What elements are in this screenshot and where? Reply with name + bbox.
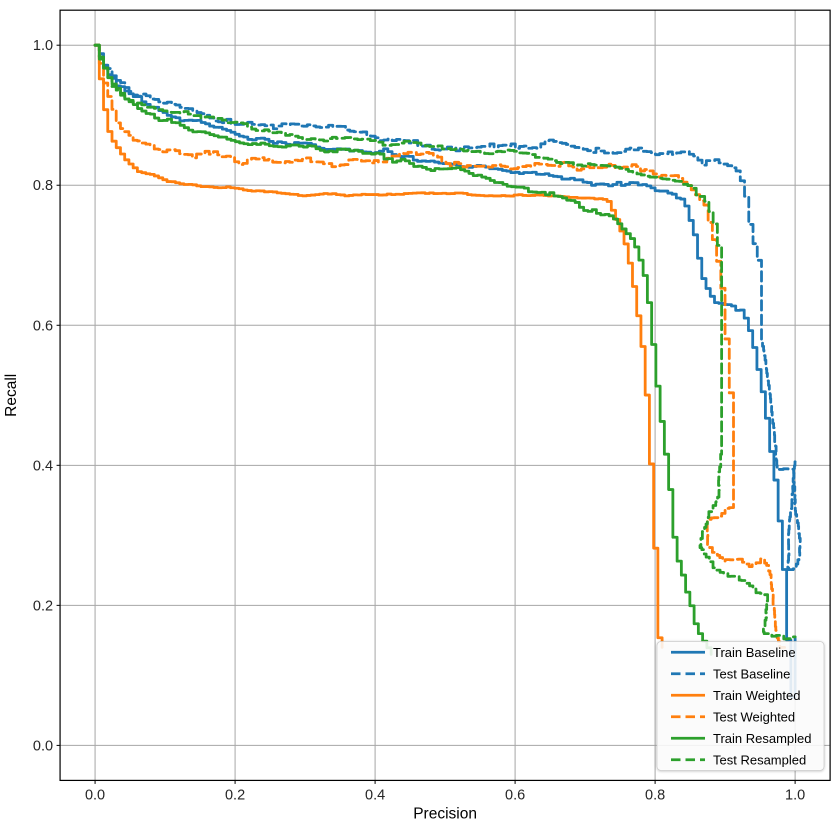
- svg-text:Recall: Recall: [3, 374, 20, 417]
- svg-text:0.0: 0.0: [33, 738, 53, 754]
- svg-text:Train Baseline: Train Baseline: [713, 645, 796, 660]
- svg-text:Test Weighted: Test Weighted: [713, 709, 795, 724]
- svg-text:1.0: 1.0: [785, 787, 805, 803]
- svg-text:0.6: 0.6: [505, 787, 525, 803]
- svg-text:0.2: 0.2: [33, 598, 53, 614]
- svg-text:Precision: Precision: [413, 805, 477, 822]
- svg-text:0.4: 0.4: [33, 458, 53, 474]
- svg-text:0.8: 0.8: [645, 787, 665, 803]
- svg-text:1.0: 1.0: [33, 38, 53, 54]
- svg-text:0.4: 0.4: [365, 787, 385, 803]
- svg-text:Test Baseline: Test Baseline: [713, 666, 790, 681]
- svg-text:Train Weighted: Train Weighted: [713, 688, 800, 703]
- svg-text:Train Resampled: Train Resampled: [713, 731, 812, 746]
- svg-text:0.0: 0.0: [85, 787, 105, 803]
- svg-text:0.6: 0.6: [33, 318, 53, 334]
- svg-text:0.2: 0.2: [225, 787, 245, 803]
- svg-text:Test Resampled: Test Resampled: [713, 752, 806, 767]
- svg-text:0.8: 0.8: [33, 178, 53, 194]
